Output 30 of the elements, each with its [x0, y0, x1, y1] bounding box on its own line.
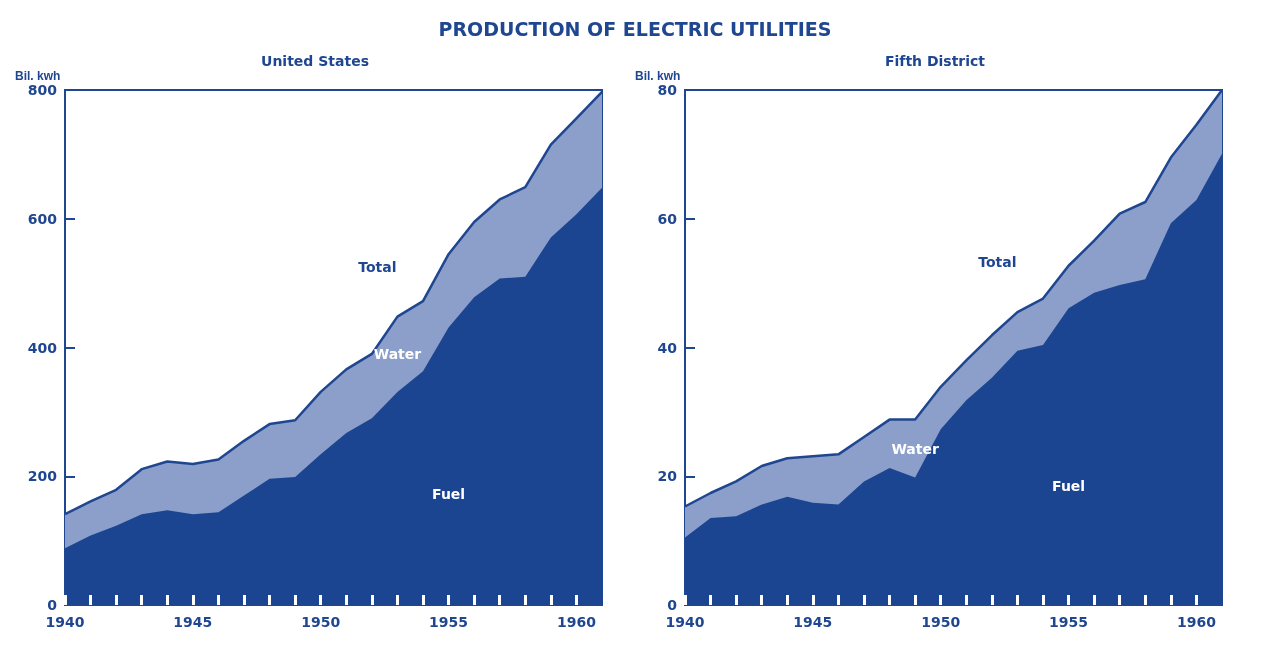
x-tick-label: 1960: [1176, 614, 1217, 630]
series-label: Water: [373, 346, 422, 363]
y-axis-title: Bil. kwh: [635, 69, 681, 83]
y-tick-label: 800: [27, 82, 58, 98]
chart-title: PRODUCTION OF ELECTRIC UTILITIES: [437, 18, 833, 40]
x-tick-label: 1950: [301, 614, 341, 630]
y-tick-label: 200: [27, 468, 58, 485]
y-tick-label: 20: [657, 468, 678, 485]
series-label: Fuel: [432, 486, 466, 503]
x-tick-label: 1940: [665, 614, 705, 630]
x-tick-label: 1955: [1049, 614, 1089, 630]
x-tick-label: 1945: [793, 614, 833, 630]
y-tick-label: 600: [27, 210, 58, 227]
y-tick-label: 60: [657, 210, 678, 227]
x-tick-label: 1955: [429, 614, 469, 630]
y-tick-label: 0: [667, 597, 678, 613]
x-tick-label: 1950: [921, 614, 961, 630]
series-label: Fuel: [1052, 478, 1086, 495]
x-tick-label: 1945: [173, 614, 213, 630]
chart-subtitle: United States: [261, 53, 369, 69]
y-tick-label: 400: [27, 339, 58, 356]
x-tick-label: 1940: [45, 614, 85, 630]
y-axis-title: Bil. kwh: [15, 69, 61, 83]
y-tick-label: 80: [657, 82, 678, 98]
y-tick-label: 40: [657, 339, 678, 356]
x-tick-label: 1960: [556, 614, 597, 630]
annotation: Total: [978, 254, 1017, 271]
y-tick-label: 0: [47, 597, 58, 613]
chart-subtitle: Fifth District: [884, 53, 986, 69]
annotation: Total: [358, 258, 397, 275]
